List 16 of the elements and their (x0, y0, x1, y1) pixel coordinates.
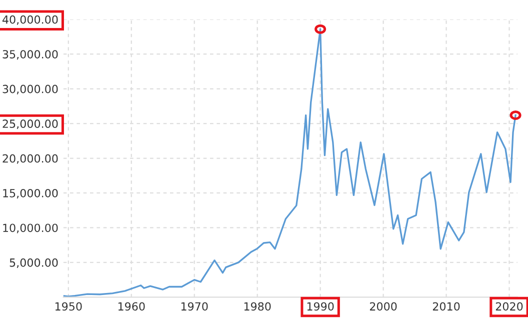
y-tick-label: 10,000.00 (3, 224, 58, 234)
x-tick-label: 2020 (496, 302, 523, 311)
y-tick-label: 35,000.00 (2, 50, 58, 60)
x-tick-label: 1990 (307, 302, 334, 311)
x-tick-label: 2010 (432, 302, 460, 311)
x-tick-label: 1970 (181, 302, 208, 311)
y-tick-label: 20,000.00 (2, 154, 58, 164)
x-tick-label: 2000 (370, 302, 397, 311)
y-tick-label: 25,000.00 (2, 120, 58, 130)
x-tick-label: 1950 (55, 302, 82, 311)
x-tick-label: 1980 (244, 302, 271, 311)
y-tick-label: 30,000.00 (2, 84, 58, 94)
y-tick-label: 40,000.00 (2, 15, 58, 25)
y-tick-label: 15,000.00 (3, 188, 58, 199)
y-tick-label: 5,000.00 (10, 258, 58, 268)
x-tick-label: 1960 (118, 302, 145, 311)
